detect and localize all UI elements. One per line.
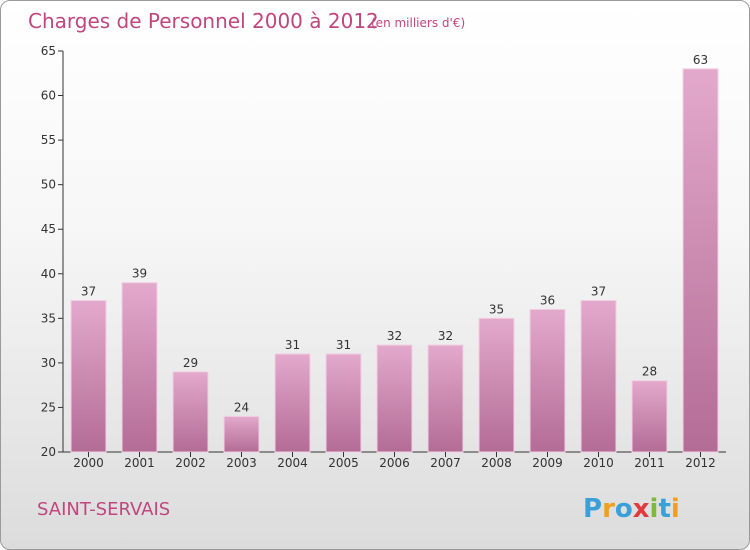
x-tick-label-2011: 2011 — [634, 456, 665, 470]
value-label-2011: 28 — [642, 365, 657, 379]
y-tick-label: 45 — [41, 222, 56, 236]
bar-2009 — [529, 308, 566, 453]
bar-2001 — [121, 282, 158, 453]
y-tick-label: 35 — [41, 311, 56, 325]
value-label-2001: 39 — [132, 267, 147, 281]
bar-2007 — [427, 344, 464, 453]
y-tick-label: 50 — [41, 178, 56, 192]
y-tick-label: 60 — [41, 89, 56, 103]
y-tick-label: 20 — [41, 445, 56, 459]
value-label-2010: 37 — [591, 285, 606, 299]
x-tick-label-2007: 2007 — [430, 456, 461, 470]
logo-letter: i — [650, 494, 659, 524]
bars: 37 39 29 24 31 31 32 32 35 36 37 28 63 — [70, 53, 719, 453]
y-tick-label: 55 — [41, 133, 56, 147]
logo-letter: r — [602, 494, 615, 524]
y-tick-label: 30 — [41, 356, 56, 370]
value-label-2003: 24 — [234, 400, 249, 414]
bar-2012 — [682, 68, 719, 453]
y-tick-label: 65 — [41, 44, 56, 58]
value-label-2005: 31 — [336, 338, 351, 352]
bar-2003 — [223, 415, 260, 453]
logo-letter: t — [658, 494, 670, 524]
x-tick-label-2012: 2012 — [685, 456, 716, 470]
logo-letter: o — [615, 494, 633, 524]
x-tick-label-2003: 2003 — [226, 456, 257, 470]
bar-2006 — [376, 344, 413, 453]
x-ticks: 2000 2001 2002 2003 2004 2005 2006 2007 2008 2009… — [73, 452, 716, 470]
bar-2000 — [70, 300, 107, 453]
logo-letter: i — [671, 494, 680, 524]
value-label-2004: 31 — [285, 338, 300, 352]
bar-2002 — [172, 371, 209, 453]
logo-letter: x — [633, 494, 650, 524]
x-tick-label-2004: 2004 — [277, 456, 308, 470]
value-label-2007: 32 — [438, 329, 453, 343]
value-label-2000: 37 — [81, 285, 96, 299]
value-label-2008: 35 — [489, 302, 504, 316]
x-tick-label-2006: 2006 — [379, 456, 410, 470]
bar-2010 — [580, 300, 617, 453]
x-tick-label-2009: 2009 — [532, 456, 563, 470]
bar-2008 — [478, 317, 515, 453]
x-tick-label-2005: 2005 — [328, 456, 359, 470]
y-tick-label: 25 — [41, 400, 56, 414]
logo-letter: P — [583, 494, 602, 524]
bar-2011 — [631, 380, 668, 453]
chart-title: Charges de Personnel 2000 à 2012 — [28, 9, 379, 33]
x-tick-label-2010: 2010 — [583, 456, 614, 470]
bar-2004 — [274, 353, 311, 453]
x-tick-label-2002: 2002 — [175, 456, 206, 470]
proxiti-logo: Proxiti — [583, 494, 680, 524]
x-tick-label-2008: 2008 — [481, 456, 512, 470]
chart-subtitle: (en milliers d'€) — [371, 16, 465, 30]
y-ticks: 20 25 30 35 40 45 50 55 60 65 — [41, 44, 63, 459]
bar-2005 — [325, 353, 362, 453]
value-label-2002: 29 — [183, 356, 198, 370]
town-name: SAINT-SERVAIS — [37, 499, 170, 520]
x-tick-label-2001: 2001 — [124, 456, 155, 470]
value-label-2009: 36 — [540, 293, 555, 307]
value-label-2012: 63 — [693, 53, 708, 67]
x-tick-label-2000: 2000 — [73, 456, 104, 470]
y-tick-label: 40 — [41, 267, 56, 281]
value-label-2006: 32 — [387, 329, 402, 343]
